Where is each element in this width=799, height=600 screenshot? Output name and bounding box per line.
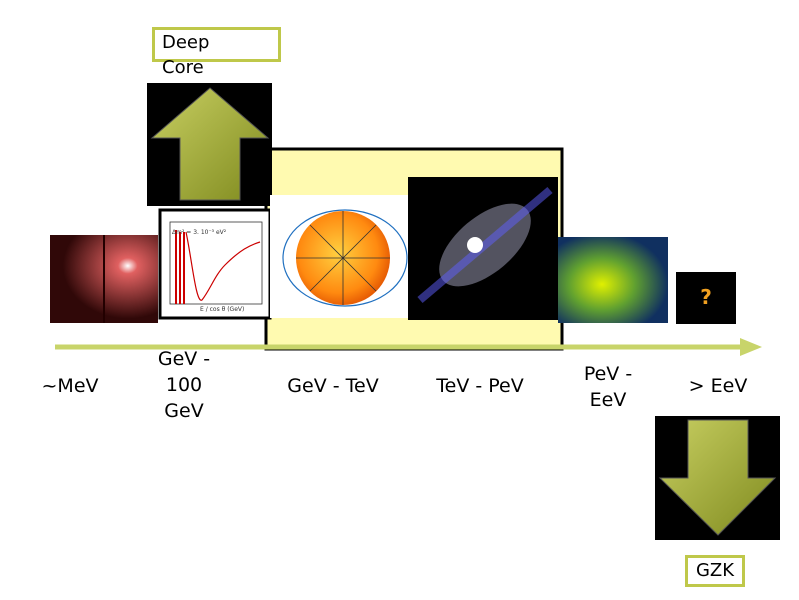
plot-frame xyxy=(169,221,263,305)
unknown-box xyxy=(676,272,736,324)
plot-curve xyxy=(185,231,261,301)
energy-label: GeV - 100 GeV xyxy=(157,348,211,422)
down-arrow xyxy=(658,419,777,536)
up-arrow xyxy=(150,87,270,201)
plot-legend: Δm² = 3. 10⁻³ eV² xyxy=(172,229,227,236)
galaxy-jet xyxy=(417,186,553,304)
sun-lines xyxy=(296,211,390,305)
energy-label: PeV - EeV xyxy=(583,363,633,411)
energy-label: ~MeV xyxy=(41,375,99,397)
gzk-label: GZK xyxy=(695,560,735,581)
energy-label: > EeV xyxy=(688,375,748,397)
unknown-label: ? xyxy=(700,285,712,309)
radio-image xyxy=(558,237,668,323)
plot-x-label: E / cos θ (GeV) xyxy=(200,306,245,313)
plot-curve xyxy=(175,230,185,304)
orbit xyxy=(282,209,408,307)
deep-core-box: Deep Core xyxy=(152,27,281,78)
energy-label: GeV - TeV xyxy=(287,375,379,397)
galaxy-core xyxy=(467,237,483,253)
deep-core-label: Deep Core xyxy=(162,32,210,78)
axis-arrowhead xyxy=(740,338,762,356)
energy-label: TeV - PeV xyxy=(436,375,524,397)
gzk-box: GZK xyxy=(685,555,745,587)
